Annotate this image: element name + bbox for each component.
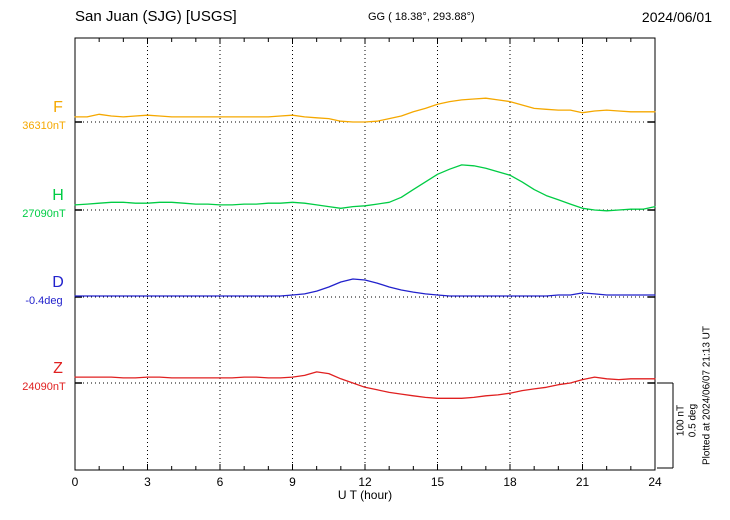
series-baseline-label-D: -0.4deg	[25, 295, 63, 307]
geographic-coordinates: GG ( 18.38°, 293.88°)	[368, 11, 475, 23]
plotted-timestamp: Plotted at 2024/06/07 21:13 UT	[701, 326, 713, 465]
x-tick-label: 0	[72, 475, 79, 489]
series-label-F: F	[53, 99, 63, 116]
trace-H	[74, 164, 656, 212]
scale-bar-nt-label: 100 nT	[675, 404, 687, 437]
x-tick-label: 3	[144, 475, 151, 489]
x-tick-label: 6	[217, 475, 224, 489]
x-tick-label: 21	[576, 475, 590, 489]
x-tick-label: 12	[358, 475, 372, 489]
x-tick-label: 24	[648, 475, 662, 489]
series-label-Z: Z	[53, 360, 63, 377]
series-label-D: D	[52, 274, 64, 291]
trace-Z	[74, 371, 656, 399]
series-label-H: H	[52, 187, 64, 204]
plot-date: 2024/06/01	[641, 9, 712, 25]
series-baseline-label-H: 27090nT	[22, 208, 66, 220]
scale-bar-deg-label: 0.5 deg	[687, 403, 699, 438]
trace-F	[74, 97, 656, 123]
x-tick-label: 9	[289, 475, 296, 489]
x-tick-label: 18	[503, 475, 517, 489]
x-tick-label: 15	[431, 475, 445, 489]
trace-D	[74, 278, 656, 297]
series-baseline-label-F: 36310nT	[22, 120, 66, 132]
series-baseline-label-Z: 24090nT	[22, 381, 66, 393]
x-axis-label: U T (hour)	[337, 488, 393, 502]
station-title: San Juan (SJG) [USGS]	[75, 8, 237, 25]
